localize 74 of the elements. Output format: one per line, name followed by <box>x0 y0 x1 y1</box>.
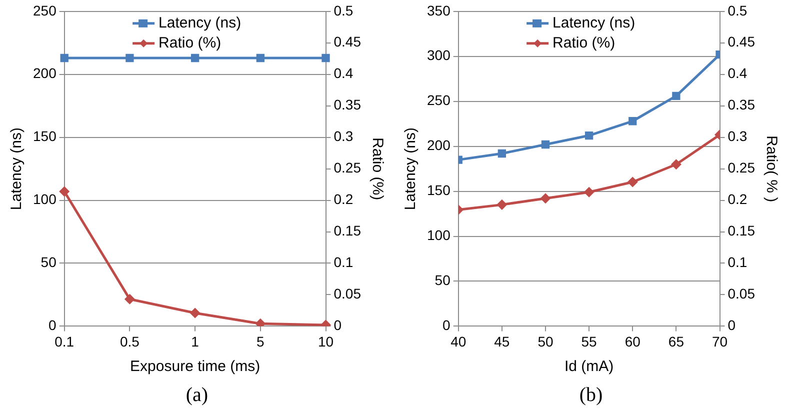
y2-tick-label: 0.05 <box>728 286 756 302</box>
x-axis-title: Exposure time (ms) <box>130 358 260 376</box>
point <box>498 149 506 158</box>
y2-tick-label: 0.45 <box>728 34 756 50</box>
point <box>497 200 507 210</box>
y-tick-label: 100 <box>33 191 57 208</box>
x-tick-label: 50 <box>538 333 554 350</box>
y2-tick-label: 0.25 <box>728 160 756 176</box>
y-axis-title: Latency (ns) <box>8 128 26 210</box>
y2-tick-label: 0.45 <box>334 34 362 50</box>
y-tick-label: 350 <box>427 2 451 18</box>
y2-tick-label: 0.2 <box>334 191 354 208</box>
y2-tick-label: 0.35 <box>334 96 362 113</box>
y2-tick-label: 0 <box>728 317 736 334</box>
y2-axis-title: Ratio( % ) <box>762 135 780 202</box>
y-tick-label: 300 <box>427 47 451 64</box>
y-tick-label: 50 <box>40 254 57 270</box>
y2-tick-label: 0.05 <box>334 286 362 302</box>
y2-tick-label: 0.3 <box>728 128 748 144</box>
y2-tick-label: 0.2 <box>728 191 748 208</box>
y-tick-label: 50 <box>434 272 451 288</box>
y-tick-label: 250 <box>33 2 57 18</box>
legend-label: Ratio (%) <box>158 34 222 52</box>
point <box>584 187 594 197</box>
point <box>672 92 680 100</box>
y2-axis-title: Ratio (%) <box>368 138 386 200</box>
y-tick-label: 150 <box>33 128 57 144</box>
x-tick-label: 10 <box>318 333 334 350</box>
x-tick-label: 0.1 <box>54 333 74 350</box>
y2-tick-label: 0.5 <box>334 2 354 18</box>
y2-tick-label: 0.15 <box>728 222 756 239</box>
text: (a) <box>184 384 210 407</box>
legend-label: Latency (ns) <box>158 14 242 32</box>
point <box>541 140 550 149</box>
x-tick-label: 65 <box>668 333 684 350</box>
legend-label: Ratio (%) <box>552 34 616 52</box>
point <box>628 177 638 187</box>
point <box>540 194 550 204</box>
y2-tick-label: 0.5 <box>728 2 748 18</box>
x-tick-label: 55 <box>581 333 598 350</box>
y-tick-label: 0 <box>442 317 451 334</box>
y2-tick-label: 0.1 <box>334 254 354 270</box>
y2-tick-label: 0.25 <box>334 160 362 176</box>
point <box>256 318 266 326</box>
y2-tick-label: 0.4 <box>334 65 354 82</box>
x-tick-label: 45 <box>494 333 510 350</box>
y2-tick-label: 0.4 <box>728 65 748 82</box>
x-tick-label: 0.5 <box>120 333 140 350</box>
x-tick-label: 1 <box>191 333 200 350</box>
point <box>60 186 70 196</box>
y-tick-label: 200 <box>427 137 451 154</box>
point <box>671 160 681 170</box>
point <box>628 117 637 126</box>
y-tick-label: 250 <box>427 92 451 108</box>
y2-tick-label: 0 <box>334 317 342 334</box>
y-axis-title: Latency (ns) <box>402 128 420 210</box>
y-tick-label: 150 <box>427 182 451 198</box>
text: (b) <box>578 384 604 407</box>
y-tick-label: 0 <box>48 317 57 334</box>
y-tick-label: 100 <box>427 227 451 244</box>
point <box>584 131 594 140</box>
y2-tick-label: 0.35 <box>728 96 756 113</box>
legend-label: Latency (ns) <box>552 14 636 32</box>
x-axis-title: Id (mA) <box>564 358 614 376</box>
y2-tick-label: 0.3 <box>334 128 354 144</box>
point <box>190 308 200 318</box>
x-tick-label: 5 <box>256 333 265 350</box>
x-tick-label: 40 <box>450 333 466 350</box>
y2-tick-label: 0.15 <box>334 222 362 239</box>
x-tick-label: 60 <box>624 333 641 350</box>
y-tick-label: 200 <box>33 65 57 82</box>
y2-tick-label: 0.1 <box>728 254 748 270</box>
x-tick-label: 70 <box>712 333 728 350</box>
point <box>124 294 134 304</box>
